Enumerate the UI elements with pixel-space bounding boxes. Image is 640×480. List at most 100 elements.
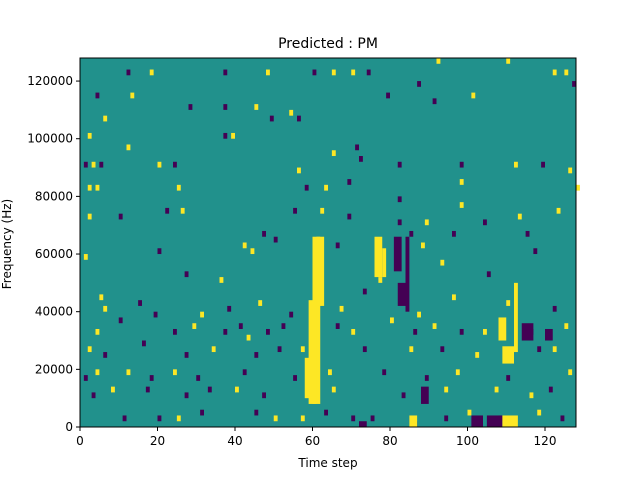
heatmap-cell: [432, 323, 437, 329]
heatmap-cell: [138, 300, 142, 306]
heatmap-cell: [417, 81, 421, 87]
x-axis: 0 20 40 60 80 100 120: [76, 427, 556, 448]
heatmap-cell: [91, 392, 96, 399]
heatmap-cell: [173, 369, 177, 376]
heatmap-cell: [246, 334, 251, 341]
heatmap-cell: [231, 132, 235, 139]
heatmap-cell: [273, 236, 278, 243]
heatmap-cell: [564, 69, 569, 76]
heatmap-cell: [529, 392, 534, 399]
x-tick-label: 40: [227, 434, 242, 448]
heatmap-cell: [87, 346, 92, 353]
heatmap-cell: [165, 207, 170, 214]
x-axis-label: Time step: [297, 456, 357, 470]
heatmap-cell: [397, 219, 402, 226]
heatmap-cell: [87, 184, 92, 191]
heatmap-cell: [359, 156, 363, 162]
heatmap-cell: [223, 69, 228, 76]
heatmap-cell: [320, 207, 325, 214]
heatmap-cell: [293, 207, 297, 214]
heatmap-cell: [91, 161, 96, 168]
heatmap-cell: [552, 346, 557, 353]
heatmap-cell: [351, 328, 356, 335]
heatmap-cell: [207, 386, 212, 393]
heatmap-cell: [506, 58, 511, 64]
heatmap-cell: [576, 184, 580, 191]
plot-area: [79, 57, 580, 428]
heatmap-cell: [87, 213, 92, 220]
heatmap-cell: [180, 207, 185, 214]
heatmap-cell: [223, 132, 228, 139]
heatmap-block: [421, 386, 429, 404]
heatmap-block: [374, 236, 383, 278]
heatmap-cell: [351, 415, 356, 422]
heatmap-cell: [339, 305, 344, 312]
heatmap-cell: [258, 300, 263, 306]
heatmap-cell: [242, 242, 247, 249]
heatmap-cell: [417, 311, 421, 318]
heatmap-cell: [335, 242, 340, 249]
heatmap-block: [405, 236, 410, 312]
heatmap-cell: [238, 323, 243, 329]
heatmap-block: [316, 236, 325, 306]
heatmap-block: [521, 323, 534, 341]
heatmap-cell: [95, 92, 100, 99]
heatmap-cell: [436, 58, 441, 64]
heatmap-cell: [176, 184, 181, 191]
heatmap-block: [471, 415, 483, 427]
heatmap-cell: [254, 352, 259, 358]
heatmap-cell: [103, 352, 108, 358]
heatmap-cell: [118, 213, 123, 220]
heatmap-cell: [184, 352, 189, 358]
heatmap-cell: [452, 230, 456, 237]
heatmap-cell: [242, 369, 247, 376]
heatmap-block: [409, 415, 418, 427]
heatmap-cell: [390, 317, 394, 324]
heatmap-cell: [475, 352, 480, 358]
heatmap-cell: [300, 346, 305, 353]
heatmap-cell: [83, 161, 88, 168]
heatmap-cell: [328, 369, 332, 376]
heatmap-cell: [432, 98, 437, 105]
heatmap-cell: [297, 167, 301, 174]
heatmap-cell: [300, 415, 305, 422]
heatmap-cell: [397, 161, 402, 168]
heatmap-cell: [455, 369, 460, 376]
heatmap-cell: [401, 392, 406, 399]
heatmap-cell: [347, 179, 352, 185]
heatmap-cell: [506, 300, 511, 306]
heatmap-cell: [312, 69, 317, 76]
heatmap-cell: [324, 409, 328, 416]
heatmap-cell: [223, 328, 228, 335]
heatmap-cell: [289, 311, 294, 318]
heatmap-cell: [568, 167, 573, 174]
heatmap-cell: [99, 161, 104, 168]
heatmap-cell: [173, 161, 177, 168]
y-tick-label: 0: [65, 420, 73, 434]
heatmap-cell: [235, 386, 239, 393]
heatmap-cell: [99, 294, 104, 301]
heatmap-cell: [188, 104, 193, 110]
heatmap-cell: [459, 161, 464, 168]
heatmap-cell: [126, 369, 131, 376]
heatmap-cell: [347, 213, 352, 220]
heatmap-block: [393, 236, 402, 272]
heatmap-cell: [409, 346, 414, 353]
heatmap-block: [514, 282, 518, 353]
heatmap-cell: [262, 392, 266, 399]
heatmap-cell: [409, 230, 414, 237]
heatmap-cell: [486, 271, 491, 278]
heatmap-cell: [444, 386, 449, 393]
heatmap-block: [498, 317, 507, 341]
heatmap-cell: [211, 346, 216, 353]
heatmap-cell: [572, 81, 576, 87]
heatmap-cell: [471, 92, 476, 99]
heatmap-cell: [176, 415, 181, 422]
y-axis: 0 20000 40000 60000 80000 100000 120000: [27, 74, 80, 434]
heatmap-cell: [227, 305, 232, 312]
heatmap-cell: [95, 184, 100, 191]
heatmap-cell: [397, 196, 402, 203]
heatmap-cell: [219, 277, 224, 283]
y-tick-label: 80000: [35, 189, 73, 203]
heatmap-cell: [130, 92, 135, 99]
